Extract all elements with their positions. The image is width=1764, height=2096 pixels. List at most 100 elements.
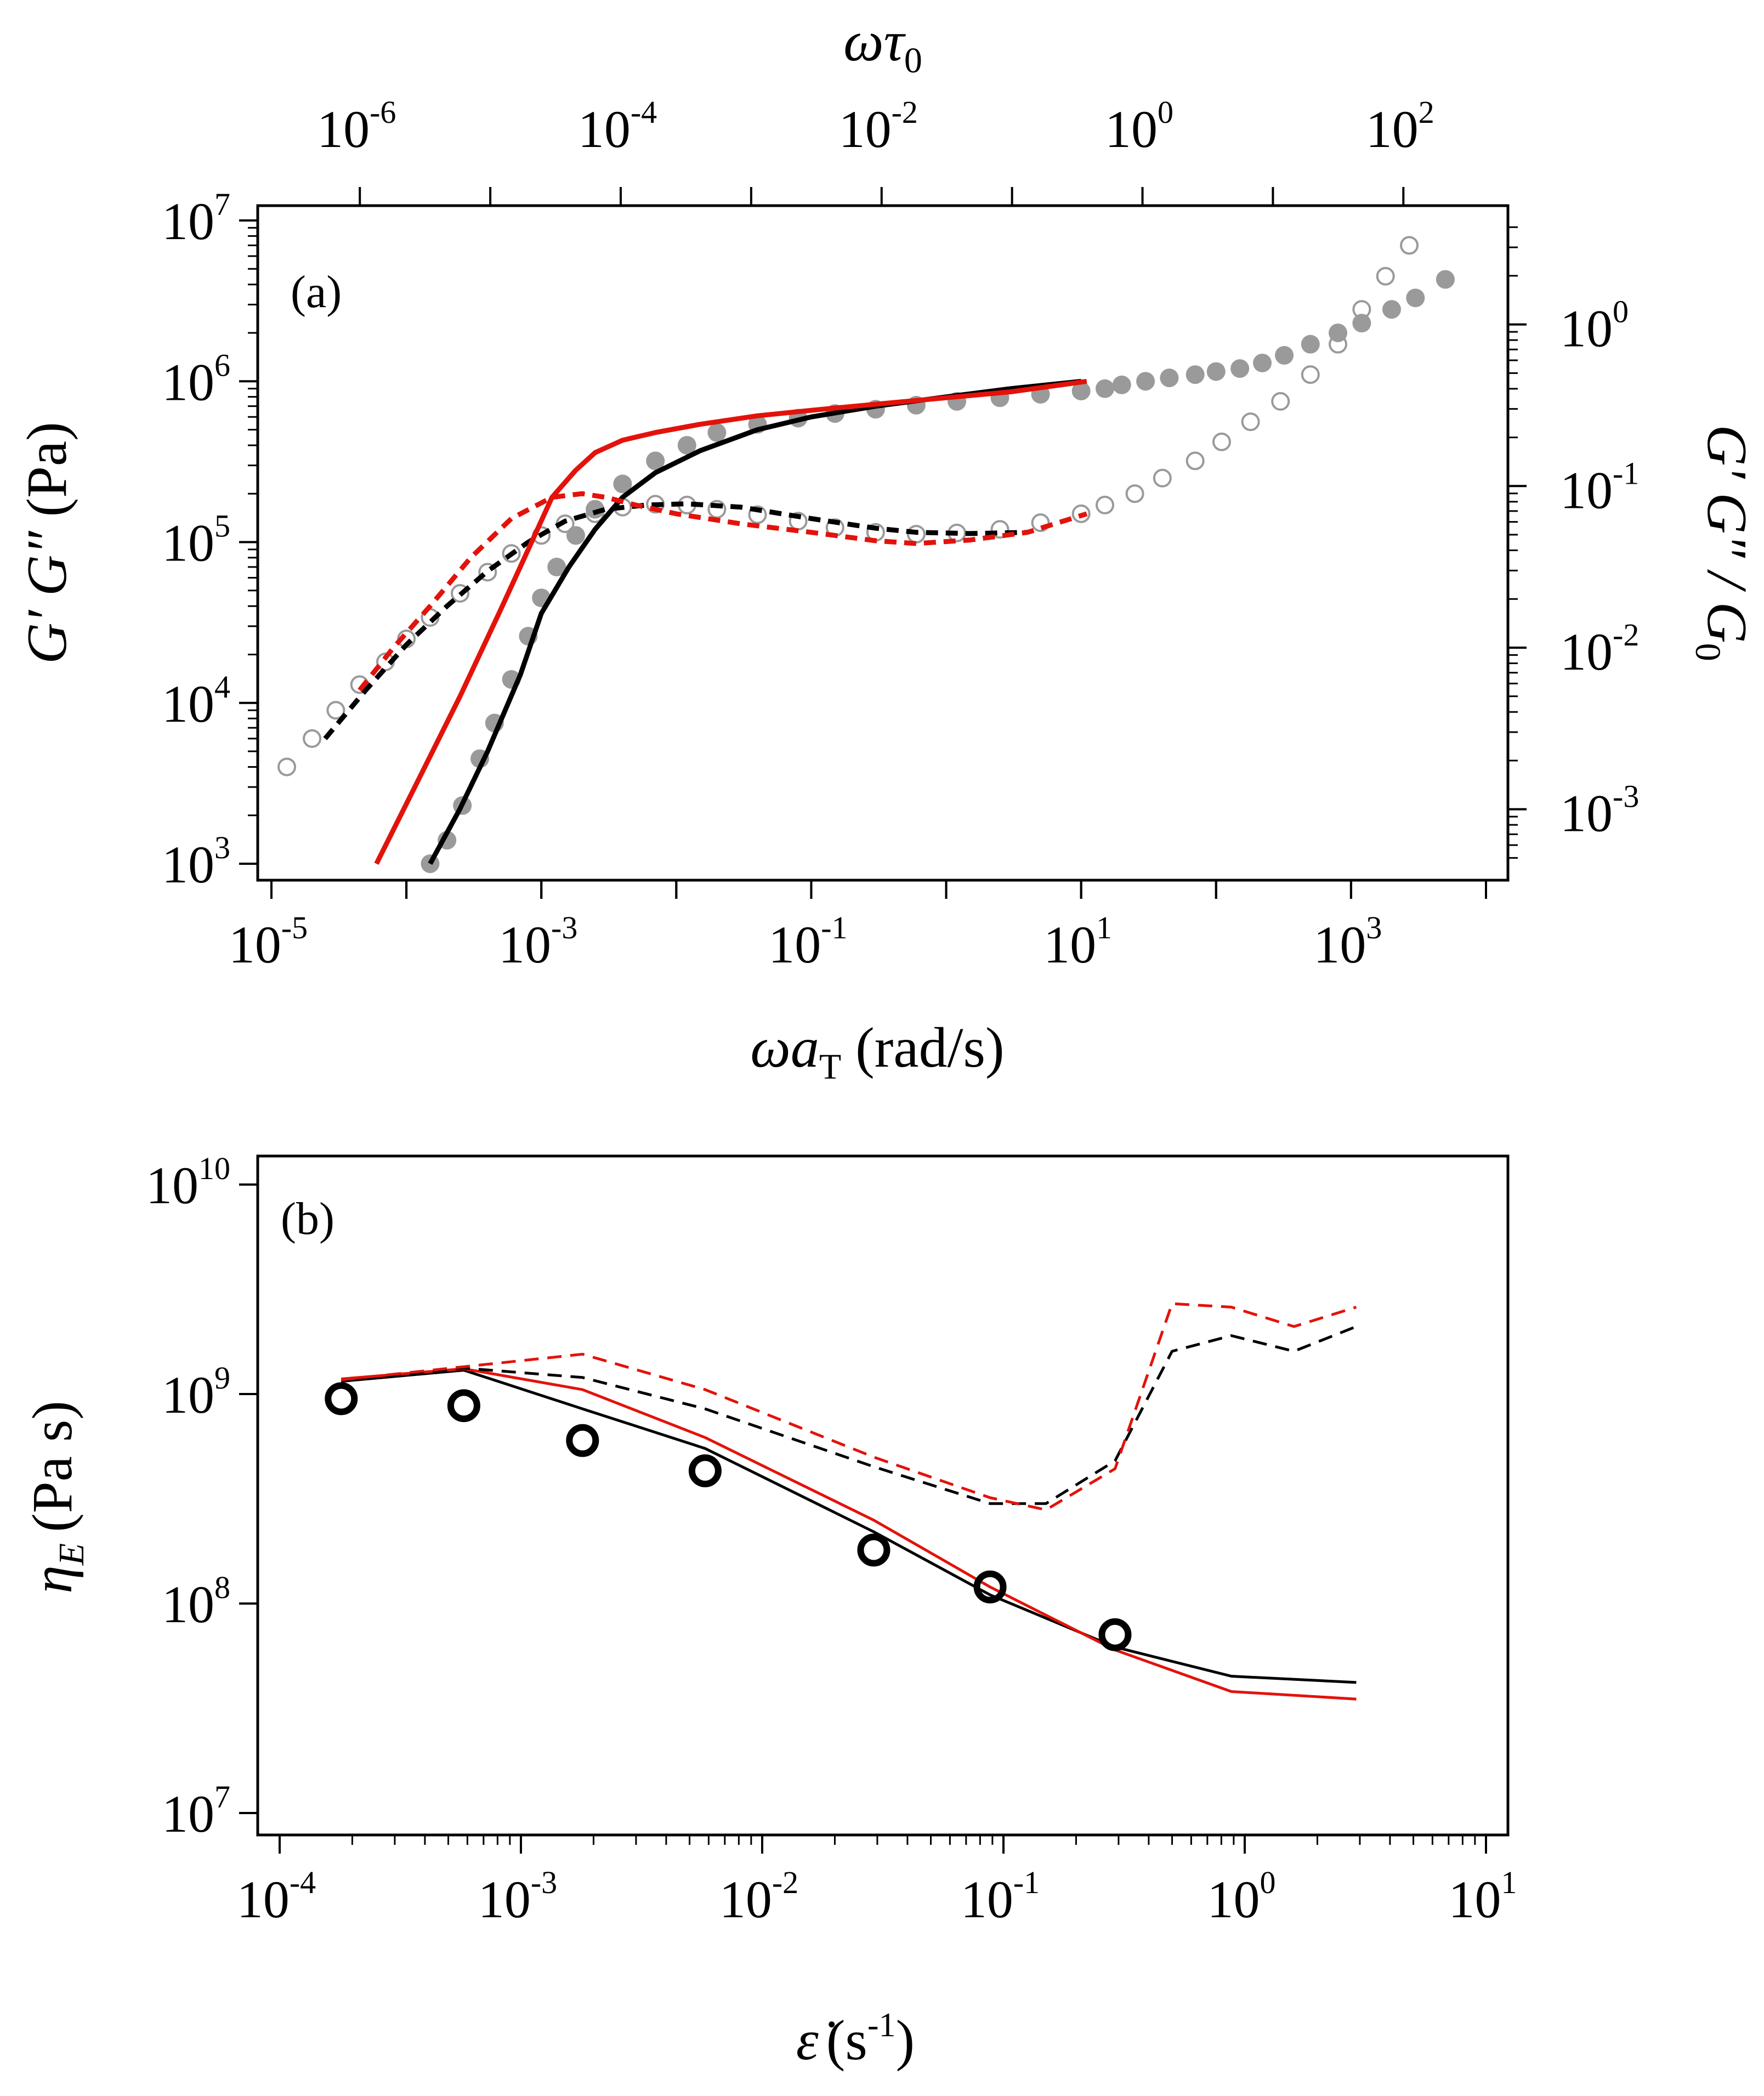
b-xtick-label: 10-4 <box>237 1865 316 1929</box>
a-storage-modulus-point <box>646 451 665 471</box>
a-storage-modulus-point <box>1186 365 1205 384</box>
a-top-tick-label-exp: -4 <box>631 94 657 130</box>
a-xtick-label-base: 10 <box>229 915 281 974</box>
b-ytick-label-exp: 8 <box>214 1570 230 1605</box>
a-xtick-label-base: 10 <box>1313 915 1366 974</box>
b-xtick-label-base: 10 <box>478 1870 531 1929</box>
a-storage-modulus-point <box>677 435 696 455</box>
a-loss-modulus-point <box>1096 495 1115 514</box>
a-top-tick-label: 10-2 <box>839 94 918 158</box>
a-xtick-label: 10-3 <box>498 910 577 974</box>
a-loss-modulus-point <box>1400 236 1419 255</box>
plot-frame-b <box>256 1154 1510 1837</box>
a-xtick-label-base: 10 <box>498 915 551 974</box>
a-xtick-label-base: 10 <box>1043 915 1096 974</box>
plot-frame-a <box>256 204 1510 882</box>
a-model-line <box>323 501 1028 740</box>
b-xtick-label-base: 10 <box>237 1870 290 1929</box>
a-xtick-label-exp: -5 <box>281 910 308 945</box>
a-loss-modulus-point <box>990 520 1009 539</box>
a-xtick-label: 101 <box>1043 910 1112 974</box>
a-ytick-label-base: 10 <box>162 514 214 573</box>
b-data-point <box>325 1382 358 1415</box>
b-ytick-label-base: 10 <box>162 1785 214 1843</box>
b-ytick-label: 107 <box>162 1779 230 1843</box>
panel-b-series <box>325 1302 1357 1701</box>
b-data-point <box>1098 1618 1132 1651</box>
b-ytick-label-exp: 7 <box>214 1779 230 1815</box>
b-model-line <box>341 1325 1357 1505</box>
a-loss-modulus-point <box>1329 335 1348 354</box>
eta-symbol: η <box>21 1565 84 1594</box>
a-loss-modulus-point <box>586 504 605 523</box>
a-xtick-label-exp: -1 <box>821 910 847 945</box>
a-loss-modulus-point <box>277 757 297 777</box>
a-storage-modulus-point <box>707 423 727 442</box>
a-loss-modulus-point <box>451 584 470 603</box>
a-top-tick-label-base: 10 <box>1105 100 1158 158</box>
a-storage-modulus-point <box>1301 335 1320 354</box>
a-ytick-label: 107 <box>162 186 230 251</box>
a-storage-modulus-point <box>566 526 586 545</box>
b-data-point <box>973 1570 1007 1604</box>
a-top-tick-label-base: 10 <box>317 100 370 158</box>
a-storage-modulus-point <box>1206 362 1226 381</box>
a-storage-modulus-point <box>1136 372 1155 391</box>
b-xtick-label-base: 10 <box>719 1870 772 1929</box>
a-ytick-label-base: 10 <box>162 192 214 251</box>
b-xtick-label-base: 10 <box>961 1870 1013 1929</box>
a-loss-modulus-point <box>1212 432 1231 451</box>
b-model-line <box>341 1367 1357 1701</box>
a-storage-modulus-point <box>613 474 632 494</box>
a-xtick-label-exp: 1 <box>1096 910 1112 945</box>
a-storage-modulus-point <box>1253 353 1272 372</box>
panel-a-label: (a) <box>291 267 342 318</box>
a-loss-modulus-point <box>478 563 497 582</box>
a-top-tick-label: 10-4 <box>578 94 657 158</box>
a-xtick-label-base: 10 <box>768 915 821 974</box>
a-loss-modulus-point <box>748 505 767 524</box>
svg-text:G′ G″ (Pa): G′ G″ (Pa) <box>15 422 78 664</box>
bottom-axis-label-a-omega: ωa <box>750 1016 819 1079</box>
a-ytick-label: 105 <box>162 508 230 573</box>
left-axis-label-a: G′ G″ (Pa) <box>15 422 78 664</box>
a-top-tick-label-exp: -2 <box>892 94 918 130</box>
panel-a-series <box>277 236 1455 873</box>
a-xtick-label: 103 <box>1313 910 1382 974</box>
a-loss-modulus-point <box>707 500 727 519</box>
eta-subscript: E <box>52 1543 92 1566</box>
bottom-axis-label-a: ωaT (rad/s) <box>750 1016 1004 1087</box>
a-xtick-label: 10-5 <box>229 910 308 974</box>
a-right-tick-label-base: 10 <box>1560 299 1613 358</box>
b-xtick-label-base: 10 <box>1449 1870 1501 1929</box>
b-ytick-label-base: 10 <box>162 1366 214 1424</box>
a-loss-modulus-point <box>1352 300 1371 319</box>
a-ytick-label-exp: 5 <box>214 508 230 544</box>
a-top-tick-label-exp: 2 <box>1419 94 1434 130</box>
a-loss-modulus-point <box>1186 451 1205 471</box>
a-right-tick-label: 100 <box>1560 294 1629 358</box>
bottom-axis-label-b: ε̇ (s-1) <box>796 2007 915 2072</box>
a-right-tick-label-exp: 0 <box>1613 294 1629 330</box>
a-model-line <box>358 491 1088 692</box>
bottom-axis-label-a-sub: T <box>819 1047 841 1087</box>
b-ytick-label-base: 10 <box>162 1575 214 1634</box>
a-right-tick-label-exp: -1 <box>1613 455 1639 491</box>
b-ytick-label-exp: 10 <box>198 1151 230 1186</box>
b-data-point <box>688 1454 722 1488</box>
bottom-axis-label-a-unit: (rad/s) <box>841 1016 1004 1079</box>
a-ytick-label-base: 10 <box>162 675 214 733</box>
a-storage-modulus-point <box>1071 381 1091 400</box>
a-xtick-label-exp: 3 <box>1366 910 1382 945</box>
a-storage-modulus-point <box>1160 369 1179 388</box>
b-ytick-label: 108 <box>162 1570 230 1634</box>
b-xtick-label-exp: -4 <box>290 1865 316 1900</box>
a-top-tick-label: 100 <box>1105 94 1173 158</box>
right-axis-label-a: G′ G″ / G0 <box>1688 424 1759 661</box>
a-right-tick-label: 10-3 <box>1560 779 1639 843</box>
b-model-line <box>341 1302 1357 1511</box>
a-right-tick-label-exp: -3 <box>1613 779 1639 814</box>
b-data-point <box>857 1533 890 1567</box>
